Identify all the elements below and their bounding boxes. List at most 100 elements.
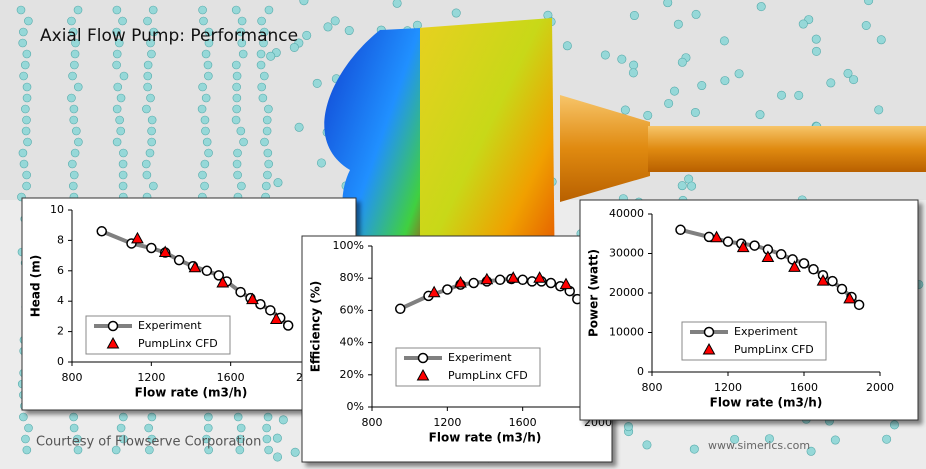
bubble: [263, 127, 271, 135]
x-tick-label: 1200: [433, 416, 461, 429]
marker: [256, 300, 265, 309]
bubble: [233, 72, 241, 80]
marker: [175, 256, 184, 265]
bubble: [23, 50, 31, 58]
bubble: [264, 105, 272, 113]
bubble: [263, 424, 271, 432]
bubble: [19, 28, 27, 36]
bubble: [331, 17, 339, 25]
legend-label: PumpLinx CFD: [734, 343, 814, 356]
bubble: [259, 94, 267, 102]
bubble: [119, 171, 127, 179]
bubble: [117, 127, 125, 135]
marker: [724, 237, 733, 246]
bubble: [263, 116, 271, 124]
bubble: [273, 434, 281, 442]
bubble: [257, 61, 265, 69]
bubble: [795, 91, 803, 99]
y-tick-label: 10000: [609, 326, 644, 339]
bubble: [20, 72, 28, 80]
bubble: [113, 105, 121, 113]
page: Axial Flow Pump: Performance Courtesy of…: [0, 0, 926, 469]
legend-label: Experiment: [448, 351, 512, 364]
legend-label: PumpLinx CFD: [448, 369, 528, 382]
bubble: [720, 37, 728, 45]
x-axis-title: Flow rate (m3/h): [710, 396, 823, 410]
bubble: [664, 99, 672, 107]
bubble: [629, 61, 637, 69]
y-tick-label: 60%: [340, 303, 364, 316]
bubble: [21, 61, 29, 69]
bubble: [198, 171, 206, 179]
bubble: [149, 6, 157, 14]
bubble: [70, 61, 78, 69]
bubble: [393, 0, 401, 7]
bubble: [23, 171, 31, 179]
marker: [469, 279, 478, 288]
legend-label: Experiment: [734, 325, 798, 338]
y-tick-label: 2: [57, 325, 64, 338]
y-axis-title: Head (m): [29, 255, 43, 318]
x-tick-label: 1200: [714, 381, 742, 394]
pipe: [648, 126, 926, 172]
marker: [800, 259, 809, 268]
bubble: [143, 171, 151, 179]
marker: [777, 250, 786, 259]
bubble: [265, 6, 273, 14]
legend-marker: [419, 354, 428, 363]
bubble: [17, 6, 25, 14]
bubble: [687, 182, 695, 190]
bubble: [119, 160, 127, 168]
x-tick-label: 1600: [790, 381, 818, 394]
marker: [496, 275, 505, 284]
y-tick-label: 0: [637, 365, 644, 378]
bubble: [22, 116, 30, 124]
bubble: [71, 50, 79, 58]
marker: [266, 306, 275, 315]
credit: Courtesy of Flowserve Corporation: [36, 435, 261, 450]
bubble: [232, 61, 240, 69]
bubble: [678, 58, 686, 66]
bubble: [23, 83, 31, 91]
bubble: [264, 413, 272, 421]
bubble: [204, 413, 212, 421]
bubble: [621, 106, 629, 114]
bubble: [678, 181, 686, 189]
bubble: [674, 20, 682, 28]
y-tick-label: 40000: [609, 207, 644, 220]
bubble: [23, 94, 31, 102]
bubble: [692, 10, 700, 18]
bubble: [204, 72, 212, 80]
bubble: [67, 17, 75, 25]
bubble: [827, 79, 835, 87]
bubble: [721, 76, 729, 84]
bubble: [199, 17, 207, 25]
bubble: [233, 83, 241, 91]
marker: [236, 288, 245, 297]
website: www.simerics.com: [708, 439, 810, 452]
bubble: [72, 127, 80, 135]
bubble: [142, 160, 150, 168]
bubble: [70, 413, 78, 421]
y-tick-label: 0%: [347, 400, 364, 413]
bubble: [144, 83, 152, 91]
bubble: [233, 105, 241, 113]
bubble: [812, 47, 820, 55]
bubble: [22, 127, 30, 135]
bubble: [147, 94, 155, 102]
page-title: Axial Flow Pump: Performance: [40, 26, 298, 46]
bubble: [844, 69, 852, 77]
marker: [809, 265, 818, 274]
bubble: [234, 413, 242, 421]
bubble: [205, 149, 213, 157]
marker: [855, 300, 864, 309]
bubble: [113, 138, 121, 146]
marker: [838, 285, 847, 294]
bubble: [74, 6, 82, 14]
bubble: [630, 11, 638, 19]
y-tick-label: 8: [57, 233, 64, 246]
bubble: [21, 105, 29, 113]
bubble: [279, 416, 287, 424]
bubble: [21, 435, 29, 443]
bubble: [69, 182, 77, 190]
